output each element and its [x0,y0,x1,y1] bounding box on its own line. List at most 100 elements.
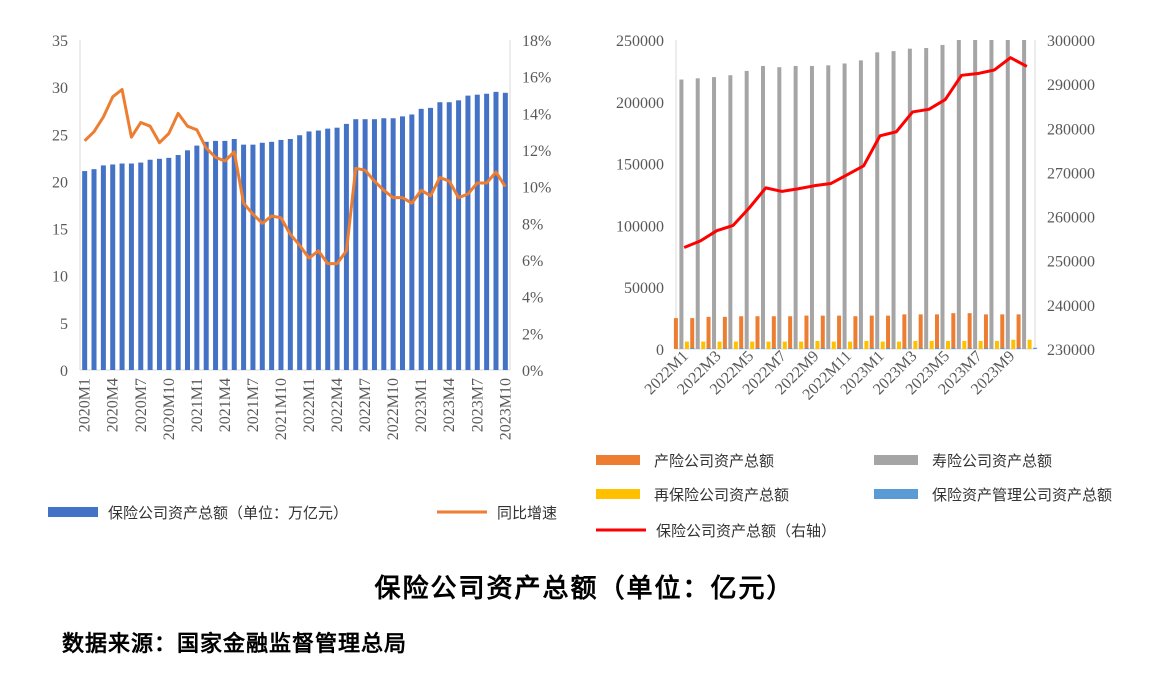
legend-total-assets-swatch [48,507,98,517]
y2-tick-label: 10% [522,180,551,197]
x-tick-label: 2020M10 [161,378,178,440]
bar-1-2 [815,340,820,349]
bar-1-1 [924,48,929,350]
bar-1-3 [820,348,825,349]
bar-1-0 [935,314,939,349]
bar-1-3 [723,348,728,349]
bar-1-1 [973,40,978,349]
bar-1-1 [793,65,798,350]
line-series-0 [83,88,507,266]
bar-0-0 [409,114,415,370]
bar-0-0 [231,139,237,370]
y2-tick-label: 12% [522,143,551,160]
line-series-1 [683,56,1028,249]
bar-1-0 [739,316,744,349]
bar-1-1 [956,40,961,349]
bar-1-0 [706,316,711,349]
y2-tick-label: 18% [522,33,551,50]
bar-1-0 [869,315,874,349]
bar-1-0 [673,318,678,349]
bar-1-0 [771,316,776,349]
bar-0-0 [166,157,172,370]
y-tick-label: 100000 [616,218,664,235]
bar-1-1 [695,78,700,349]
bar-1-0 [951,313,956,349]
bar-1-3 [886,347,891,349]
x-tick-label: 2022M1 [301,378,318,432]
y2-tick-label: 14% [522,106,551,123]
bar-0-0 [381,118,387,370]
bar-1-2 [913,340,918,349]
bar-0-0 [222,140,228,370]
bar-0-0 [390,118,396,370]
x-tick-label: 2020M7 [133,378,150,432]
bar-1-3 [902,347,907,349]
x-tick-label: 2023M1 [413,378,430,432]
bar-1-2 [848,341,853,349]
y2-tick-label: 280000 [1047,121,1095,138]
bar-0-0 [175,155,181,370]
bar-1-2 [994,340,999,349]
data-source: 数据来源：国家金融监督管理总局 [62,631,408,657]
y-tick-label: 200000 [616,95,664,112]
bar-1-3 [804,348,809,349]
bar-1-2 [864,340,869,349]
legend-reinsurance: 再保险公司资产总额 [654,486,789,504]
bar-1-1 [826,65,831,349]
bar-0-0 [493,91,499,370]
bar-1-2 [1027,339,1032,349]
bar-1-3 [853,348,858,349]
bar-1-1 [940,44,945,349]
bar-1-1 [777,67,782,349]
bar-1-3 [755,348,760,349]
bar-1-1 [761,65,765,350]
bar-0-0 [241,144,247,370]
bar-0-0 [428,107,434,370]
chart-title: 保险公司资产总额（单位：亿元） [374,574,795,604]
y2-tick-label: 290000 [1047,77,1095,94]
bar-1-2 [717,341,722,349]
bar-1-0 [837,315,842,349]
y2-tick-label: 2% [522,326,543,343]
x-tick-label: 2020M4 [105,378,122,432]
x-tick-label: 2021M7 [245,378,262,432]
bar-1-2 [962,340,967,349]
bar-0-0 [362,119,368,370]
bar-1-2 [831,341,836,349]
bar-0-0 [325,128,331,370]
bar-1-1 [891,51,896,350]
bar-1-1 [712,77,717,349]
x-tick-label: 2021M1 [189,378,206,432]
bar-1-1 [679,79,684,349]
bar-1-0 [1016,314,1021,349]
bar-1-2 [782,341,787,349]
y2-tick-label: 300000 [1047,33,1095,50]
y2-tick-label: 0% [522,363,543,380]
bar-1-1 [842,63,847,349]
bar-0-0 [128,163,134,370]
bar-0-0 [502,92,508,371]
y2-tick-label: 270000 [1047,165,1095,182]
y2-tick-label: 230000 [1047,342,1095,359]
bar-0-0 [82,171,88,370]
bar-0-0 [203,141,209,370]
y-tick-label: 15 [52,222,68,239]
bar-1-2 [897,341,902,349]
bar-1-3 [837,348,842,349]
y-tick-label: 250000 [616,33,664,50]
bar-1-0 [820,315,825,349]
bar-0-0 [250,144,256,370]
x-tick-label: 2023M7 [469,378,486,432]
bar-0-0 [484,93,490,370]
bar-0-0 [194,145,200,370]
bar-1-0 [755,316,760,349]
bar-0-0 [306,131,312,370]
legend-life-swatch [874,455,918,465]
x-tick-label: 2021M10 [273,378,290,440]
bar-1-3 [918,347,923,349]
y-tick-label: 5 [60,316,68,333]
y2-tick-label: 4% [522,290,543,307]
bar-0-0 [446,102,452,370]
legend-total-assets: 保险公司资产总额（单位：万亿元） [108,504,348,522]
bar-0-0 [138,162,144,370]
